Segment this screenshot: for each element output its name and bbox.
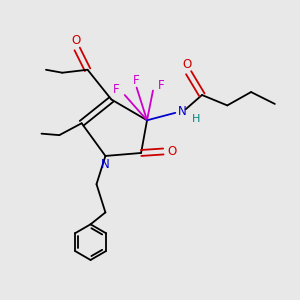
Text: F: F <box>158 79 165 92</box>
Text: F: F <box>113 83 120 96</box>
Text: N: N <box>177 105 186 118</box>
Text: O: O <box>167 145 176 158</box>
Text: H: H <box>192 114 200 124</box>
Text: O: O <box>71 34 80 47</box>
Text: F: F <box>133 74 140 87</box>
Text: O: O <box>182 58 192 71</box>
Text: N: N <box>101 158 110 171</box>
